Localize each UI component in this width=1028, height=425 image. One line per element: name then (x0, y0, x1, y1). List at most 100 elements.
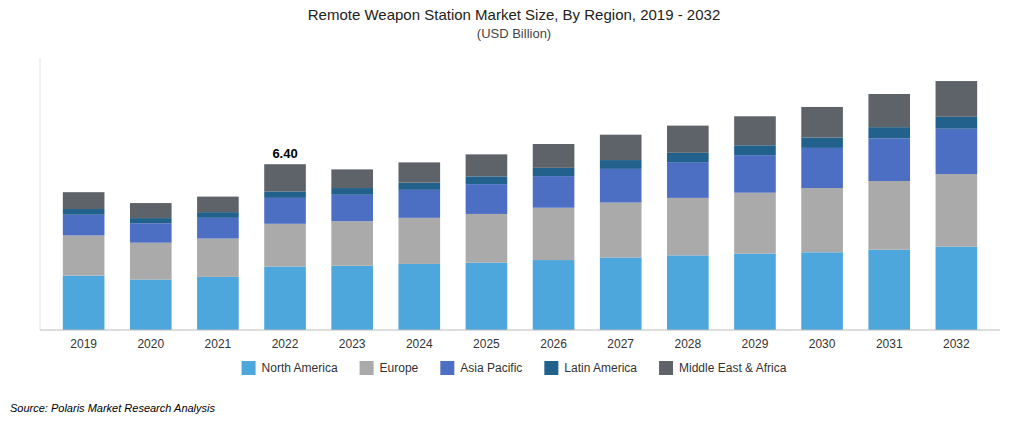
x-tick-label: 2030 (809, 337, 836, 351)
bar-segment (398, 190, 440, 218)
bar-segment (801, 107, 843, 138)
bar-segment (734, 145, 776, 155)
legend-swatch (659, 361, 673, 375)
bar-segment (868, 250, 910, 330)
bar-segment (734, 193, 776, 254)
x-tick-label: 2019 (70, 337, 97, 351)
x-axis: 2019202020212022202320242025202620272028… (70, 337, 970, 351)
x-tick-label: 2022 (272, 337, 299, 351)
bar-segment (667, 153, 709, 162)
x-tick-label: 2025 (473, 337, 500, 351)
bar-segment (600, 160, 642, 169)
legend-item: Asia Pacific (440, 361, 522, 375)
bar-segment (600, 257, 642, 330)
x-tick-label: 2029 (742, 337, 769, 351)
bar-segment (868, 127, 910, 138)
bar-segment (667, 198, 709, 256)
legend-swatch (440, 361, 454, 375)
bar-segment (466, 214, 508, 263)
x-tick-label: 2031 (876, 337, 903, 351)
x-tick-label: 2024 (406, 337, 433, 351)
x-tick-label: 2027 (607, 337, 634, 351)
bar-segment (734, 155, 776, 193)
legend-item: Middle East & Africa (659, 361, 787, 375)
bar-segment (533, 176, 575, 208)
bar-segment (466, 184, 508, 214)
series (63, 174, 977, 279)
bar-segment (533, 260, 575, 330)
bar-segment (868, 94, 910, 127)
bar-segment (331, 195, 373, 221)
bar-segment (868, 181, 910, 250)
legend-swatch (242, 361, 256, 375)
bar-segment (63, 235, 105, 275)
x-tick-label: 2028 (674, 337, 701, 351)
bar-segment (533, 208, 575, 260)
legend-item: Europe (360, 361, 419, 375)
legend-label: Middle East & Africa (679, 361, 787, 375)
bar-segment (533, 168, 575, 176)
x-axis-line (40, 330, 1000, 331)
bar-segment (197, 218, 239, 239)
bar-segment (466, 154, 508, 176)
title: Remote Weapon Station Market Size, By Re… (308, 6, 720, 23)
bar-segment (331, 221, 373, 266)
subtitle: (USD Billion) (477, 26, 551, 41)
bar-segment (600, 203, 642, 258)
bar-segment (264, 164, 306, 191)
bar-segment (398, 183, 440, 190)
series (63, 81, 977, 218)
bar-segment (936, 174, 978, 247)
chart: Remote Weapon Station Market Size, By Re… (0, 0, 1028, 425)
bar-segment (936, 117, 978, 129)
bar-segment (533, 144, 575, 168)
bar-segment (398, 264, 440, 330)
bar-segment (398, 162, 440, 182)
bar-segment (63, 209, 105, 215)
bar-segment (667, 126, 709, 153)
bar-segment (197, 277, 239, 330)
bar-segment (398, 218, 440, 264)
legend-item: North America (242, 361, 338, 375)
annotation: 6.40 (272, 146, 297, 161)
series (63, 129, 977, 243)
bar-segment (63, 215, 105, 236)
bar-segment (331, 169, 373, 188)
legend-label: Europe (380, 361, 419, 375)
bar-segment (936, 247, 978, 330)
legend-label: North America (262, 361, 338, 375)
bar-segment (667, 255, 709, 330)
x-tick-label: 2021 (205, 337, 232, 351)
legend-label: Asia Pacific (460, 361, 522, 375)
bar-segment (130, 243, 172, 280)
bar-segment (667, 162, 709, 198)
bar-segment (130, 203, 172, 218)
bar-segment (130, 218, 172, 223)
title-group: Remote Weapon Station Market Size, By Re… (308, 6, 720, 41)
bar-segment (331, 266, 373, 330)
legend-swatch (360, 361, 374, 375)
bar-segment (734, 116, 776, 145)
bar-segment (331, 188, 373, 195)
bar-segment (801, 148, 843, 188)
bar-segment (130, 279, 172, 330)
bar-segment (936, 81, 978, 117)
bars (63, 81, 977, 330)
legend-swatch (544, 361, 558, 375)
legend-item: Latin America (544, 361, 637, 375)
bar-segment (264, 198, 306, 224)
bar-segment (801, 138, 843, 148)
bar-segment (197, 212, 239, 218)
x-tick-label: 2023 (339, 337, 366, 351)
bar-segment (264, 224, 306, 267)
bar-segment (466, 176, 508, 184)
bar-segment (63, 192, 105, 209)
legend: North America Europe Asia Pacific Latin Ame… (242, 361, 787, 375)
bar-segment (130, 223, 172, 242)
bar-segment (466, 263, 508, 330)
bar-segment (264, 191, 306, 197)
legend-label: Latin America (564, 361, 637, 375)
bar-segment (197, 197, 239, 213)
x-tick-label: 2032 (943, 337, 970, 351)
bar-segment (936, 129, 978, 174)
